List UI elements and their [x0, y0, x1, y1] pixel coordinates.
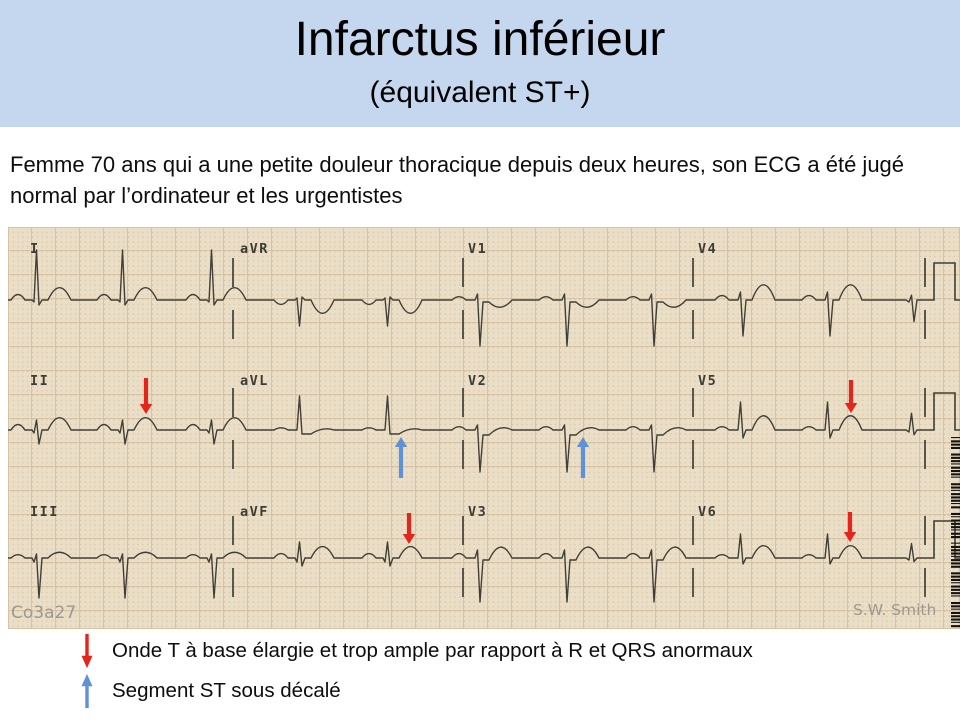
scan-artifact — [951, 602, 960, 605]
ecg-trace — [8, 533, 921, 603]
watermark-author: S.W. Smith — [853, 601, 936, 619]
scan-artifact — [951, 615, 960, 618]
scan-artifact — [951, 443, 960, 446]
header-band: Infarctus inférieur (équivalent ST+) — [0, 0, 960, 127]
scan-artifact — [951, 437, 960, 439]
scan-artifact — [951, 486, 960, 489]
blue-up-arrow-head — [576, 437, 590, 447]
scan-artifact — [951, 446, 960, 449]
scan-artifact — [951, 625, 960, 628]
scan-artifact — [951, 532, 960, 535]
scan-artifact — [951, 470, 960, 473]
scan-artifact — [951, 526, 960, 529]
lead-label: V6 — [698, 504, 717, 520]
scan-artifact — [951, 542, 960, 544]
blue-up-arrow-icon — [81, 673, 93, 709]
scan-artifact — [951, 460, 960, 463]
lead-label: aVL — [240, 373, 269, 389]
scan-artifact — [951, 529, 960, 531]
scan-artifact — [951, 466, 960, 469]
blue-up-arrow-head — [394, 437, 408, 447]
red-down-arrow-icon — [81, 633, 93, 669]
legend-text: Segment ST sous décalé — [112, 679, 341, 702]
lead-label: aVR — [240, 241, 269, 257]
scan-artifact — [951, 559, 960, 562]
scan-artifact — [951, 463, 960, 465]
lead-label: V4 — [698, 241, 717, 257]
scan-artifact — [951, 483, 960, 486]
scan-artifact — [951, 588, 960, 591]
watermark-code: Co3a27 — [11, 603, 76, 623]
scan-artifact — [951, 578, 960, 581]
scan-artifact — [951, 572, 960, 575]
ecg-trace — [8, 249, 921, 347]
lead-label: I — [30, 241, 40, 257]
red-down-arrow-head — [139, 404, 153, 414]
red-down-arrow-head — [402, 534, 416, 544]
scan-artifact — [951, 496, 960, 499]
legend: Onde T à base élargie et trop ample par … — [0, 631, 960, 711]
legend-item-t-wave: Onde T à base élargie et trop ample par … — [0, 631, 960, 671]
scan-artifact — [951, 503, 960, 505]
lead-label: V5 — [698, 373, 717, 389]
slide-title: Infarctus inférieur — [294, 13, 666, 66]
ecg-paper — [8, 227, 960, 629]
scan-artifact — [951, 489, 960, 491]
lead-label: V2 — [468, 373, 487, 389]
scan-artifact — [951, 476, 960, 478]
ecg-trace — [8, 395, 921, 473]
legend-item-st-segment: Segment ST sous décalé — [0, 671, 960, 711]
scan-artifact — [951, 522, 960, 525]
legend-text: Onde T à base élargie et trop ample par … — [112, 639, 753, 662]
scan-artifact — [951, 493, 960, 496]
case-description: Femme 70 ans qui a une petite douleur th… — [10, 152, 905, 208]
scan-artifact — [951, 575, 960, 578]
scan-artifact — [951, 585, 960, 588]
scan-artifact — [951, 611, 960, 614]
scan-artifact — [951, 621, 960, 623]
scan-artifact — [951, 499, 960, 502]
calibration-pulse — [920, 262, 960, 301]
scan-artifact — [951, 549, 960, 552]
calibration-pulse — [920, 392, 960, 431]
scan-artifact — [951, 506, 960, 509]
scan-artifact — [951, 456, 960, 459]
scan-artifact — [951, 582, 960, 584]
scan-artifact — [951, 605, 960, 608]
slide-subtitle: (équivalent ST+) — [369, 76, 591, 109]
scan-artifact — [951, 555, 960, 557]
lead-label: III — [30, 504, 59, 520]
lead-label: II — [30, 373, 49, 389]
scan-artifact — [951, 536, 960, 539]
scan-artifact — [951, 592, 960, 595]
lead-label: V3 — [468, 504, 487, 520]
scan-artifact — [951, 595, 960, 597]
scan-artifact — [951, 618, 960, 621]
lead-label: aVF — [240, 504, 269, 520]
scan-artifact — [951, 512, 960, 515]
lead-label: V1 — [468, 241, 487, 257]
scan-artifact — [951, 473, 960, 476]
scan-artifact — [951, 519, 960, 522]
red-down-arrow-head — [844, 403, 858, 413]
red-down-arrow-head — [843, 532, 857, 542]
scan-artifact — [951, 545, 960, 548]
scan-artifact — [951, 516, 960, 518]
scan-artifact — [951, 453, 960, 456]
scan-artifact — [951, 440, 960, 443]
scan-artifact — [951, 552, 960, 555]
scan-artifact — [951, 565, 960, 568]
scan-artifact — [951, 562, 960, 565]
scan-artifact — [951, 608, 960, 610]
calibration-pulse — [920, 520, 960, 559]
